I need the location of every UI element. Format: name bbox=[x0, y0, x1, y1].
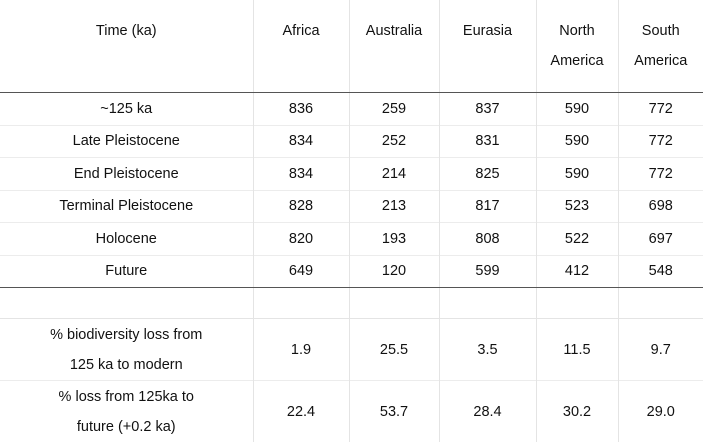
cell-value: 213 bbox=[349, 190, 439, 223]
empty-cell bbox=[0, 288, 253, 319]
cell-value: 828 bbox=[253, 190, 349, 223]
header-time: Time (ka) bbox=[0, 0, 253, 93]
stat-value: 11.5 bbox=[536, 319, 618, 381]
header-eurasia: Eurasia bbox=[439, 0, 536, 93]
stat-row: % biodiversity loss from 125 ka to modern… bbox=[0, 319, 703, 381]
row-label: End Pleistocene bbox=[0, 158, 253, 191]
stat-value: 1.9 bbox=[253, 319, 349, 381]
table-row: Holocene 820 193 808 522 697 bbox=[0, 223, 703, 256]
cell-value: 590 bbox=[536, 158, 618, 191]
cell-value: 837 bbox=[439, 93, 536, 126]
row-label: ~125 ka bbox=[0, 93, 253, 126]
header-north-america-line2: America bbox=[550, 53, 603, 69]
header-africa-line1: Africa bbox=[282, 23, 319, 39]
empty-cell bbox=[536, 288, 618, 319]
cell-value: 820 bbox=[253, 223, 349, 256]
stat-value: 53.7 bbox=[349, 381, 439, 442]
cell-value: 834 bbox=[253, 158, 349, 191]
stat-label-line2: future (+0.2 ka) bbox=[77, 419, 176, 435]
cell-value: 834 bbox=[253, 125, 349, 158]
cell-value: 831 bbox=[439, 125, 536, 158]
stat-value: 9.7 bbox=[618, 319, 703, 381]
cell-value: 808 bbox=[439, 223, 536, 256]
stat-label: % biodiversity loss from 125 ka to modern bbox=[0, 319, 253, 381]
header-north-america: North America bbox=[536, 0, 618, 93]
row-label: Future bbox=[0, 255, 253, 288]
table-row: Future 649 120 599 412 548 bbox=[0, 255, 703, 288]
cell-value: 599 bbox=[439, 255, 536, 288]
cell-value: 772 bbox=[618, 158, 703, 191]
stat-value: 28.4 bbox=[439, 381, 536, 442]
header-eurasia-line1: Eurasia bbox=[463, 23, 512, 39]
table-row: End Pleistocene 834 214 825 590 772 bbox=[0, 158, 703, 191]
table-row: Terminal Pleistocene 828 213 817 523 698 bbox=[0, 190, 703, 223]
cell-value: 522 bbox=[536, 223, 618, 256]
cell-value: 412 bbox=[536, 255, 618, 288]
stat-label-line1: % biodiversity loss from bbox=[50, 327, 202, 343]
header-australia: Australia bbox=[349, 0, 439, 93]
row-label: Late Pleistocene bbox=[0, 125, 253, 158]
cell-value: 120 bbox=[349, 255, 439, 288]
header-south-america-line1: South bbox=[642, 23, 680, 39]
cell-value: 590 bbox=[536, 125, 618, 158]
empty-cell bbox=[439, 288, 536, 319]
stat-label: % loss from 125ka to future (+0.2 ka) bbox=[0, 381, 253, 442]
cell-value: 590 bbox=[536, 93, 618, 126]
cell-value: 772 bbox=[618, 93, 703, 126]
stat-value: 29.0 bbox=[618, 381, 703, 442]
cell-value: 259 bbox=[349, 93, 439, 126]
stat-value: 3.5 bbox=[439, 319, 536, 381]
table-row: ~125 ka 836 259 837 590 772 bbox=[0, 93, 703, 126]
spacer-row bbox=[0, 288, 703, 319]
cell-value: 548 bbox=[618, 255, 703, 288]
cell-value: 772 bbox=[618, 125, 703, 158]
stat-label-line2: 125 ka to modern bbox=[70, 357, 183, 373]
header-australia-line1: Australia bbox=[366, 23, 422, 39]
cell-value: 697 bbox=[618, 223, 703, 256]
cell-value: 252 bbox=[349, 125, 439, 158]
cell-value: 836 bbox=[253, 93, 349, 126]
header-row: Time (ka) Africa Australia Eurasia North… bbox=[0, 0, 703, 93]
empty-cell bbox=[618, 288, 703, 319]
row-label: Holocene bbox=[0, 223, 253, 256]
cell-value: 817 bbox=[439, 190, 536, 223]
empty-cell bbox=[253, 288, 349, 319]
stat-row: % loss from 125ka to future (+0.2 ka) 22.… bbox=[0, 381, 703, 442]
cell-value: 698 bbox=[618, 190, 703, 223]
cell-value: 825 bbox=[439, 158, 536, 191]
stat-label-line1: % loss from 125ka to bbox=[59, 389, 194, 405]
table-row: Late Pleistocene 834 252 831 590 772 bbox=[0, 125, 703, 158]
row-label: Terminal Pleistocene bbox=[0, 190, 253, 223]
header-africa: Africa bbox=[253, 0, 349, 93]
header-north-america-line1: North bbox=[559, 23, 594, 39]
stat-value: 30.2 bbox=[536, 381, 618, 442]
stat-value: 22.4 bbox=[253, 381, 349, 442]
cell-value: 214 bbox=[349, 158, 439, 191]
header-south-america-line2: America bbox=[634, 53, 687, 69]
cell-value: 193 bbox=[349, 223, 439, 256]
cell-value: 523 bbox=[536, 190, 618, 223]
cell-value: 649 bbox=[253, 255, 349, 288]
header-south-america: South America bbox=[618, 0, 703, 93]
header-time-label: Time (ka) bbox=[96, 23, 157, 39]
stat-value: 25.5 bbox=[349, 319, 439, 381]
empty-cell bbox=[349, 288, 439, 319]
